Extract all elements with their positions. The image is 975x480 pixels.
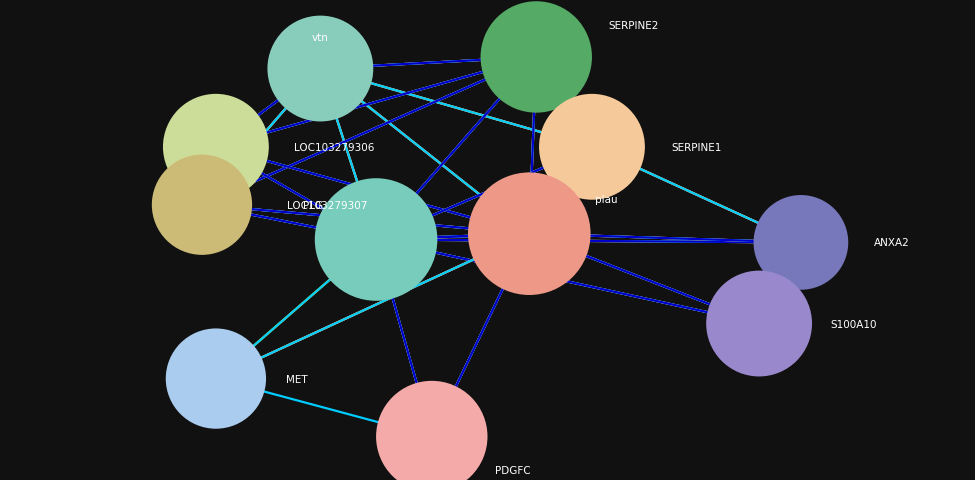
Text: S100A10: S100A10 — [831, 319, 878, 329]
Text: plau: plau — [595, 194, 617, 204]
Ellipse shape — [315, 179, 438, 301]
Ellipse shape — [376, 381, 488, 480]
Ellipse shape — [166, 329, 266, 429]
Ellipse shape — [163, 95, 269, 200]
Text: PLG: PLG — [303, 200, 324, 210]
Text: LOC103279307: LOC103279307 — [287, 200, 368, 210]
Ellipse shape — [152, 155, 253, 255]
Text: LOC103279306: LOC103279306 — [294, 143, 374, 153]
Text: vtn: vtn — [312, 33, 329, 43]
Text: PDGFC: PDGFC — [494, 465, 530, 475]
Text: SERPINE2: SERPINE2 — [608, 21, 659, 31]
Text: MET: MET — [286, 374, 307, 384]
Ellipse shape — [267, 17, 373, 122]
Ellipse shape — [481, 2, 592, 113]
Text: SERPINE1: SERPINE1 — [671, 143, 722, 153]
Ellipse shape — [468, 173, 591, 295]
Ellipse shape — [754, 196, 848, 290]
Ellipse shape — [706, 271, 812, 377]
Ellipse shape — [539, 95, 644, 200]
Text: ANXA2: ANXA2 — [874, 238, 910, 248]
